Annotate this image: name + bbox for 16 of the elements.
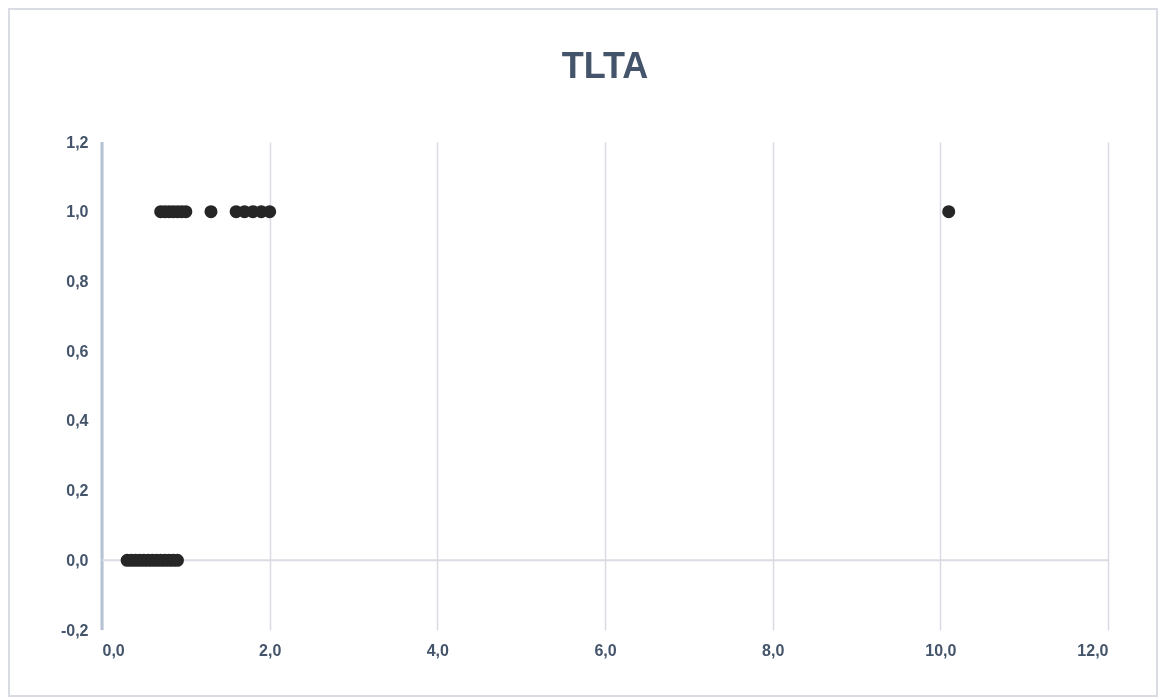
x-tick-label: 8,0 — [762, 641, 785, 659]
y-tick-label: -0,2 — [60, 621, 89, 639]
y-tick-label: 0,6 — [66, 342, 89, 360]
x-tick-label: 2,0 — [259, 641, 282, 659]
x-tick-label: 0,0 — [102, 641, 125, 659]
x-tick-label: 12,0 — [1077, 641, 1109, 659]
x-tick-label: 6,0 — [594, 641, 617, 659]
x-tick-label: 4,0 — [426, 641, 450, 659]
y-tick-label: 1,0 — [66, 203, 89, 221]
y-tick-label: 0,2 — [66, 482, 89, 500]
x-tick-label: 10,0 — [925, 641, 957, 659]
chart-title: TLTA — [561, 45, 649, 86]
y-tick-label: 0,0 — [66, 551, 89, 569]
y-tick-label: 0,8 — [66, 272, 89, 290]
y-tick-label: 0,4 — [66, 412, 89, 430]
y-tick-label: 1,2 — [66, 133, 89, 151]
